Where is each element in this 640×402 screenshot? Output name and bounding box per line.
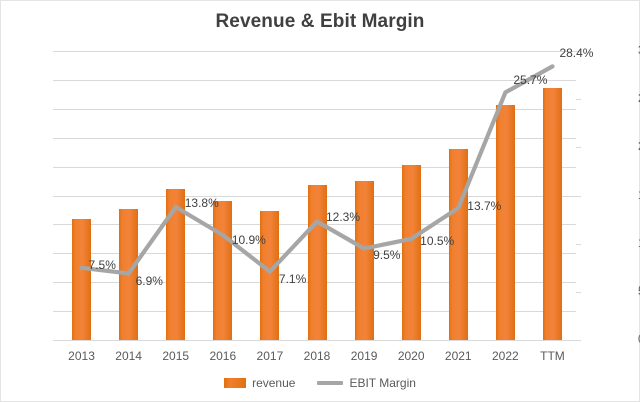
y-axis-left-tickmark: [53, 195, 58, 197]
axis-baseline: [58, 340, 576, 341]
gridline: [58, 108, 576, 110]
y-axis-left-tickmark: [53, 51, 58, 52]
legend-swatch-revenue-icon: [224, 378, 247, 388]
x-axis-tick-2019: 2019: [350, 349, 378, 363]
y-axis-right-tickmark: [576, 195, 581, 197]
legend-item-ebit-margin[interactable]: EBIT Margin: [317, 376, 416, 390]
gridline: [58, 51, 576, 52]
y-axis-left-tickmark: [53, 253, 58, 255]
y-axis-left-tickmark: [53, 224, 58, 226]
y-axis-right-tick-label: 25.0%: [638, 93, 640, 105]
y-axis-right-tickmark: [576, 51, 581, 52]
bar-2015[interactable]: [166, 189, 186, 340]
plot-area: 01002003004005006007008009001,000 0.0%5.…: [53, 45, 640, 363]
y-axis-right-tick-label: 5.0%: [638, 286, 640, 298]
y-axis-right-tickmark: [576, 99, 581, 101]
x-axis-tick-2013: 2013: [68, 349, 95, 363]
y-axis-left-tickmark: [53, 108, 58, 110]
data-label-2018: 12.3%: [326, 209, 361, 224]
x-axis-tick-2020: 2020: [397, 349, 425, 363]
x-axis-tick-2021: 2021: [444, 349, 472, 363]
data-label-TTM: 28.4%: [559, 46, 594, 61]
legend-label-revenue: revenue: [252, 376, 296, 390]
y-axis-left-tickmark: [53, 137, 58, 139]
y-axis-right-tickmark: [576, 147, 581, 149]
bar-2019[interactable]: [354, 181, 374, 340]
y-axis-right-tickmark: [576, 340, 581, 341]
y-axis-right-tick-label: 0.0%: [638, 334, 640, 346]
y-axis-right-tick-label: 15.0%: [638, 190, 640, 202]
y-axis-right-tick-label: 10.0%: [638, 238, 640, 250]
legend-swatch-line-icon: [317, 381, 344, 385]
data-label-2021: 13.7%: [467, 199, 502, 214]
data-label-2019: 9.5%: [373, 248, 401, 263]
chart-title: Revenue & Ebit Margin: [215, 11, 425, 32]
gridline: [58, 79, 576, 81]
x-axis-tick-2016: 2016: [209, 349, 237, 363]
y-axis-left-tickmark: [53, 282, 58, 284]
data-label-2022: 25.7%: [513, 73, 548, 88]
legend-label-ebit-margin: EBIT Margin: [349, 376, 416, 390]
bar-2022[interactable]: [495, 105, 515, 340]
gridline: [58, 137, 576, 139]
y-axis-right-tick-label: 20.0%: [638, 141, 640, 153]
gridline: [58, 166, 576, 168]
bar-2013[interactable]: [72, 218, 92, 340]
data-label-2014: 6.9%: [135, 273, 163, 288]
y-axis-right-tickmark: [576, 243, 581, 245]
data-label-2013: 7.5%: [88, 257, 116, 272]
x-axis-tick-2017: 2017: [256, 349, 284, 363]
y-axis-right-tick-label: 30.0%: [638, 45, 640, 57]
bar-2020[interactable]: [401, 164, 421, 340]
y-axis-left-tickmark: [53, 79, 58, 81]
y-axis-left-tickmark: [53, 340, 58, 341]
y-axis-left-tickmark: [53, 311, 58, 313]
data-label-2016: 10.9%: [231, 232, 266, 247]
x-axis-tick-2015: 2015: [162, 349, 190, 363]
chart-legend: revenue EBIT Margin: [1, 376, 639, 390]
y-axis-left-tickmark: [53, 166, 58, 168]
x-axis-tick-2014: 2014: [115, 349, 142, 363]
bar-2017[interactable]: [260, 210, 280, 340]
line-series-ebit-margin: [79, 64, 555, 276]
bar-2016[interactable]: [213, 200, 233, 340]
x-axis-tick-2022: 2022: [492, 349, 519, 363]
legend-item-revenue[interactable]: revenue: [224, 376, 295, 390]
x-axis-tick-TTM: TTM: [540, 349, 565, 363]
data-label-2020: 10.5%: [420, 233, 455, 248]
bar-TTM[interactable]: [542, 88, 562, 340]
data-label-2017: 7.1%: [278, 271, 307, 286]
x-axis-tick-2018: 2018: [303, 349, 331, 363]
data-label-2015: 13.8%: [184, 196, 219, 211]
y-axis-right-tickmark: [576, 291, 581, 293]
